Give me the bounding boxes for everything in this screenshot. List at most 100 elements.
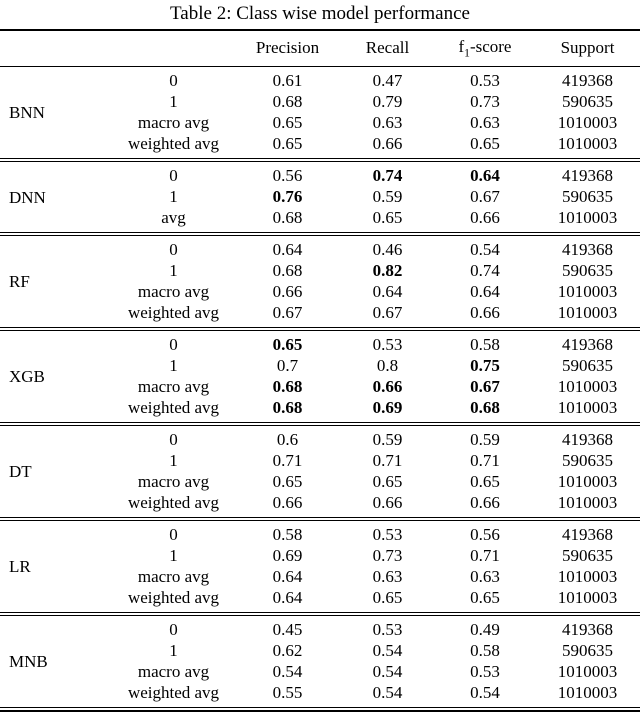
section-separator xyxy=(0,612,640,617)
f1-value: 0.54 xyxy=(470,683,500,703)
section-separator xyxy=(0,422,640,427)
row-label: 1 xyxy=(169,451,178,471)
recall-value: 0.79 xyxy=(372,92,403,112)
support-value: 1010003 xyxy=(557,588,618,608)
support-value: 419368 xyxy=(562,71,613,91)
table-row: 1 0.7 0.8 0.75 590635 xyxy=(0,355,640,376)
support-value: 1010003 xyxy=(557,567,618,587)
section-bnn: BNN 0 0.61 0.47 0.53 419368 1 0.68 0.79 … xyxy=(0,67,640,159)
precision-value: 0.7 xyxy=(276,356,299,376)
recall-value: 0.54 xyxy=(372,641,403,661)
model-label: XGB xyxy=(9,367,45,387)
precision-value: 0.56 xyxy=(272,166,303,186)
section-separator xyxy=(0,158,640,163)
row-label: 0 xyxy=(169,430,178,450)
row-label: 1 xyxy=(169,261,178,281)
table-row: LR 0 0.58 0.53 0.56 419368 xyxy=(0,521,640,576)
row-label: 0 xyxy=(169,525,178,545)
support-value: 419368 xyxy=(562,525,613,545)
double-rule xyxy=(0,327,640,332)
table-row: 1 0.69 0.73 0.71 590635 xyxy=(0,545,640,566)
precision-value: 0.65 xyxy=(272,335,303,355)
precision-value: 0.54 xyxy=(272,662,303,682)
recall-value: 0.65 xyxy=(372,588,403,608)
row-label: 0 xyxy=(169,620,178,640)
recall-value: 0.73 xyxy=(372,546,403,566)
recall-value: 0.53 xyxy=(372,620,403,640)
recall-value: 0.54 xyxy=(372,683,403,703)
support-value: 1010003 xyxy=(557,208,618,228)
row-label: weighted avg xyxy=(127,398,220,418)
f1-value: 0.71 xyxy=(470,451,500,471)
support-value: 1010003 xyxy=(557,493,618,513)
row-label: weighted avg xyxy=(127,493,220,513)
table-header: Precision Recall f1-score Support xyxy=(0,30,640,67)
support-value: 419368 xyxy=(562,430,613,450)
double-rule xyxy=(0,517,640,522)
precision-value: 0.65 xyxy=(272,472,303,492)
table-row: avg 0.68 0.65 0.66 1010003 xyxy=(0,207,640,232)
support-value: 1010003 xyxy=(557,282,618,302)
support-value: 1010003 xyxy=(557,683,618,703)
support-value: 590635 xyxy=(562,356,613,376)
bottom-double-rule xyxy=(0,707,640,713)
col-f1-score: f1-score xyxy=(435,30,535,67)
f1-value: 0.66 xyxy=(470,493,500,513)
model-label: BNN xyxy=(9,103,45,123)
row-label: macro avg xyxy=(137,472,210,492)
row-label: 1 xyxy=(169,546,178,566)
recall-value: 0.63 xyxy=(372,567,403,587)
precision-value: 0.64 xyxy=(272,240,303,260)
row-label: weighted avg xyxy=(127,683,220,703)
row-label: macro avg xyxy=(137,662,210,682)
recall-value: 0.66 xyxy=(372,493,403,513)
section-dt: DT 0 0.6 0.59 0.59 419368 1 0.71 0.71 0.… xyxy=(0,426,640,517)
double-rule xyxy=(0,158,640,163)
model-label: LR xyxy=(9,557,31,577)
row-label: macro avg xyxy=(137,282,210,302)
section-separator xyxy=(0,232,640,237)
model-label: MNB xyxy=(9,652,48,672)
table-row: weighted avg 0.55 0.54 0.54 1010003 xyxy=(0,682,640,707)
table-row: 1 0.68 0.82 0.74 590635 xyxy=(0,260,640,281)
support-value: 419368 xyxy=(562,335,613,355)
double-rule xyxy=(0,422,640,427)
support-value: 1010003 xyxy=(557,113,618,133)
recall-value: 0.66 xyxy=(372,134,403,154)
precision-value: 0.45 xyxy=(272,620,303,640)
table-row: macro avg 0.65 0.63 0.63 1010003 xyxy=(0,112,640,133)
precision-value: 0.71 xyxy=(272,451,303,471)
section-rf: RF 0 0.64 0.46 0.54 419368 1 0.68 0.82 0… xyxy=(0,236,640,327)
table-row: macro avg 0.66 0.64 0.64 1010003 xyxy=(0,281,640,302)
support-value: 419368 xyxy=(562,240,613,260)
support-value: 419368 xyxy=(562,620,613,640)
precision-value: 0.68 xyxy=(272,377,303,397)
f1-value: 0.49 xyxy=(470,620,500,640)
support-value: 590635 xyxy=(562,641,613,661)
row-label: 0 xyxy=(169,240,178,260)
col-recall: Recall xyxy=(365,38,410,58)
table-row: macro avg 0.68 0.66 0.67 1010003 xyxy=(0,376,640,397)
model-label: RF xyxy=(9,272,30,292)
precision-value: 0.68 xyxy=(272,208,303,228)
recall-value: 0.64 xyxy=(372,282,403,302)
section-lr: LR 0 0.58 0.53 0.56 419368 1 0.69 0.73 0… xyxy=(0,521,640,612)
support-value: 590635 xyxy=(562,187,613,207)
table-row: XGB 0 0.65 0.53 0.58 419368 xyxy=(0,331,640,386)
precision-value: 0.6 xyxy=(276,430,299,450)
row-label: macro avg xyxy=(137,113,210,133)
section-separator xyxy=(0,517,640,522)
recall-value: 0.65 xyxy=(372,472,403,492)
f1-value: 0.59 xyxy=(470,430,500,450)
f1-value: 0.58 xyxy=(470,641,500,661)
support-value: 1010003 xyxy=(557,377,618,397)
label-column-spacer xyxy=(90,30,235,67)
table-row: MNB 0 0.45 0.53 0.49 419368 xyxy=(0,616,640,671)
f1-value: 0.65 xyxy=(470,472,500,492)
recall-value: 0.54 xyxy=(372,662,403,682)
f1-value: 0.74 xyxy=(470,261,500,281)
table-row: macro avg 0.65 0.65 0.65 1010003 xyxy=(0,471,640,492)
support-value: 1010003 xyxy=(557,662,618,682)
section-separator xyxy=(0,327,640,332)
f1-value: 0.67 xyxy=(470,377,500,397)
